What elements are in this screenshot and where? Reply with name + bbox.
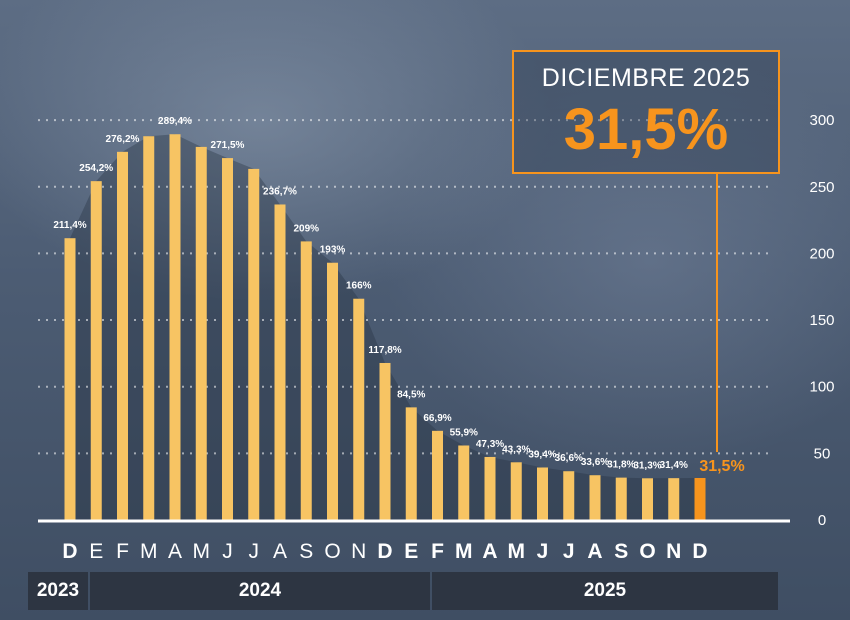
bar xyxy=(274,204,286,521)
x-axis-month-label: A xyxy=(168,540,182,563)
x-axis-month-label: J xyxy=(222,540,233,563)
data-label: 43,3% xyxy=(502,444,530,455)
data-label: 236,7% xyxy=(263,186,297,197)
bar xyxy=(563,471,575,520)
data-label: 55,9% xyxy=(450,427,478,438)
data-label: 117,8% xyxy=(368,345,401,356)
x-axis-month-label: D xyxy=(377,540,392,563)
bar xyxy=(222,158,233,520)
x-axis-month-label: M xyxy=(193,540,211,563)
y-axis-tick-label: 0 xyxy=(818,512,826,529)
x-axis-month-label: E xyxy=(404,540,418,563)
data-label: 31,8% xyxy=(607,460,635,471)
x-axis-month-label: D xyxy=(692,540,707,563)
x-axis-month-label: E xyxy=(89,540,103,563)
data-label: 31,3% xyxy=(633,460,661,471)
data-label: 271,5% xyxy=(211,140,245,151)
highlight-bar xyxy=(694,478,706,520)
y-axis-tick-label: 250 xyxy=(809,179,834,196)
bar xyxy=(642,478,653,520)
data-label: 84,5% xyxy=(397,389,425,400)
bar xyxy=(327,262,338,520)
bar xyxy=(668,478,680,520)
x-axis-month-label: N xyxy=(666,540,681,563)
x-axis-month-label: N xyxy=(351,540,366,563)
x-axis-month-label: J xyxy=(563,540,575,563)
x-axis-month-label: S xyxy=(614,540,628,563)
bar xyxy=(90,181,102,520)
data-label: 289,4% xyxy=(158,116,192,127)
highlight-callout-box: DICIEMBRE 2025 31,5% xyxy=(512,50,780,174)
data-label: 254,2% xyxy=(79,163,113,174)
data-label: 209% xyxy=(293,223,319,234)
year-label-2023: 2023 xyxy=(28,572,88,610)
bar xyxy=(379,362,391,520)
data-label: 193% xyxy=(320,245,346,256)
bar xyxy=(64,238,76,520)
y-axis-tick-label: 50 xyxy=(814,445,831,462)
bar xyxy=(458,445,470,520)
bar xyxy=(169,134,181,520)
callout-title: DICIEMBRE 2025 xyxy=(541,64,751,92)
x-axis-month-label: M xyxy=(455,540,473,563)
data-label: 33,6% xyxy=(581,457,609,468)
bar xyxy=(195,146,207,520)
year-label-2024: 2024 xyxy=(90,572,430,610)
x-axis-month-label: M xyxy=(508,540,526,563)
bar xyxy=(510,462,522,520)
bar xyxy=(589,475,601,520)
x-axis-month-label: O xyxy=(639,540,655,563)
bar xyxy=(300,241,312,520)
x-axis-month-label: O xyxy=(324,540,340,563)
x-axis-month-label: M xyxy=(140,540,158,563)
x-axis-month-label: F xyxy=(116,540,129,563)
data-label: 166% xyxy=(346,281,372,292)
x-axis-month-label: A xyxy=(587,540,602,563)
y-axis-tick-label: 100 xyxy=(809,379,834,396)
data-label: 39,4% xyxy=(528,449,556,460)
y-axis-tick-label: 200 xyxy=(809,245,834,262)
bar xyxy=(143,136,155,520)
bar xyxy=(117,151,128,521)
x-axis-month-label: D xyxy=(62,540,77,563)
data-label: 66,9% xyxy=(423,413,451,424)
x-axis-month-label: A xyxy=(273,540,287,563)
year-label-2025: 2025 xyxy=(432,572,778,610)
data-label: 276,2% xyxy=(106,134,140,145)
data-label: 211,4% xyxy=(53,220,86,231)
x-axis-month-label: F xyxy=(431,540,444,563)
bar xyxy=(432,430,443,520)
data-label: 31,4% xyxy=(660,460,688,471)
callout-value: 31,5% xyxy=(563,97,729,162)
data-label: 47,3% xyxy=(476,439,504,450)
y-axis-tick-label: 150 xyxy=(809,312,834,329)
x-axis-month-label: A xyxy=(482,540,497,563)
bar xyxy=(537,467,548,520)
bar xyxy=(615,477,627,520)
bar xyxy=(484,456,496,520)
bar xyxy=(353,298,365,520)
y-axis-tick-label: 300 xyxy=(809,112,834,129)
highlight-data-label: 31,5% xyxy=(699,458,744,475)
x-axis-month-label: J xyxy=(249,540,260,563)
bar xyxy=(405,407,417,520)
bar xyxy=(248,168,260,520)
x-axis-month-label: J xyxy=(537,540,549,563)
data-label: 36,6% xyxy=(555,453,583,464)
x-axis-month-label: S xyxy=(299,540,313,563)
